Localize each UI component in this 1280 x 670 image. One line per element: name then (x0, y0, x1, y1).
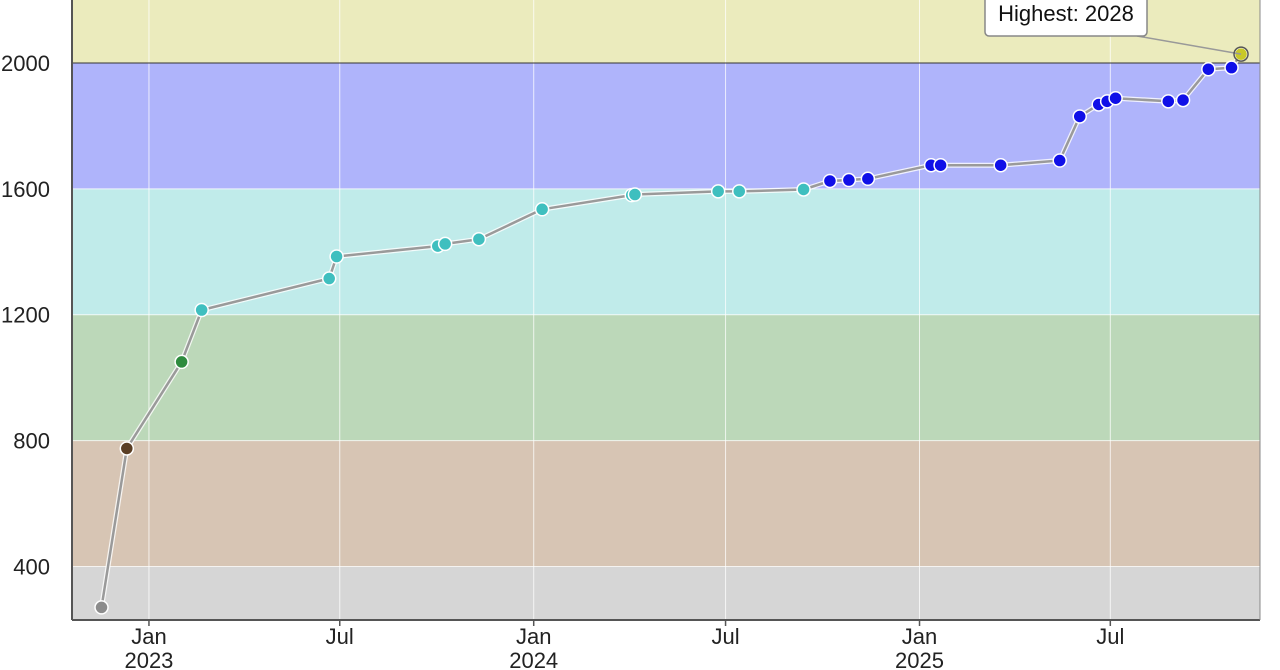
rating-point (1108, 90, 1123, 106)
x-tick-month-label: Jul (1096, 624, 1124, 649)
x-tick-month-label: Jul (711, 624, 739, 649)
rating-point (1161, 94, 1176, 109)
rating-band (72, 314, 1260, 441)
rating-point (860, 171, 876, 187)
rating-point (1224, 60, 1239, 75)
rating-point (471, 231, 487, 247)
y-tick-label: 1600 (1, 177, 50, 202)
x-tick-year-label: 2023 (124, 648, 173, 670)
y-tick-label: 400 (13, 554, 50, 579)
y-axis-tick-labels: 400 800 1200 1600 2000 (1, 51, 50, 580)
rating-bands (72, 0, 1260, 620)
rating-point (329, 249, 344, 264)
rating-point (1072, 109, 1087, 124)
x-tick-month-label: Jul (326, 624, 354, 649)
rating-point (1175, 92, 1191, 108)
highest-annotation: Highest: 2028 (984, 0, 1249, 62)
annotation-box (984, 0, 1148, 37)
rating-band (72, 566, 1260, 620)
rating-point (627, 187, 643, 202)
y-tick-label: 2000 (1, 51, 50, 76)
rating-point (710, 184, 726, 199)
y-tick-label: 800 (13, 429, 50, 454)
rating-point (119, 441, 135, 456)
rating-point (993, 157, 1008, 173)
rating-point (732, 184, 747, 199)
rating-point (841, 172, 857, 188)
rating-point (933, 157, 948, 173)
rating-point (1201, 61, 1216, 77)
y-tick-label: 1200 (1, 303, 50, 328)
rating-point (194, 302, 209, 318)
x-tick-year-label: 2024 (509, 648, 558, 670)
rating-point (534, 202, 550, 217)
x-tick-month-label: Jan (131, 624, 166, 649)
rating-point (1052, 153, 1067, 168)
x-tick-year-label: 2025 (895, 648, 944, 670)
x-tick-month-label: Jan (902, 624, 937, 649)
rating-point (822, 173, 838, 189)
x-tick-month-label: Jan (516, 624, 551, 649)
rating-point (174, 354, 189, 370)
rating-point (437, 236, 453, 252)
axes (71, 0, 1261, 621)
rating-point (321, 271, 337, 286)
rating-band (72, 62, 1260, 189)
annotation-text: Highest: 2028 (998, 1, 1134, 26)
annotation-connector (1136, 35, 1242, 55)
rating-point (94, 600, 109, 615)
highest-point-ring (1233, 46, 1249, 62)
rating-point (796, 182, 811, 197)
rating-band (72, 440, 1260, 567)
